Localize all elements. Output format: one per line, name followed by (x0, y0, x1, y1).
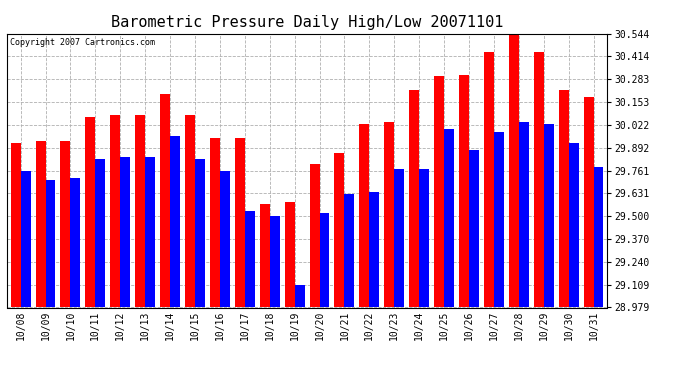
Bar (459, 75, 469, 308)
Bar (185, 115, 195, 308)
Bar (534, 52, 544, 308)
Bar (319, 213, 329, 308)
Bar (270, 216, 279, 308)
Bar (344, 194, 355, 308)
Bar (259, 204, 270, 308)
Bar (384, 122, 394, 308)
Bar (409, 90, 419, 308)
Bar (195, 159, 205, 308)
Bar (285, 202, 295, 308)
Bar (70, 178, 80, 308)
Bar (569, 143, 578, 308)
Bar (21, 171, 30, 308)
Bar (494, 132, 504, 308)
Bar (10, 143, 21, 308)
Bar (509, 31, 519, 308)
Bar (160, 94, 170, 308)
Bar (519, 122, 529, 308)
Bar (95, 159, 106, 308)
Bar (544, 124, 553, 308)
Bar (110, 115, 120, 308)
Bar (46, 180, 55, 308)
Bar (444, 129, 454, 308)
Bar (135, 115, 145, 308)
Bar (86, 117, 95, 308)
Title: Barometric Pressure Daily High/Low 20071101: Barometric Pressure Daily High/Low 20071… (111, 15, 503, 30)
Bar (145, 157, 155, 308)
Bar (484, 52, 494, 308)
Bar (235, 138, 245, 308)
Bar (335, 153, 344, 308)
Bar (369, 192, 380, 308)
Bar (220, 171, 230, 308)
Bar (359, 124, 369, 308)
Bar (61, 141, 70, 308)
Bar (559, 90, 569, 308)
Bar (170, 136, 180, 308)
Bar (584, 98, 593, 308)
Bar (394, 169, 404, 308)
Bar (419, 169, 429, 308)
Text: Copyright 2007 Cartronics.com: Copyright 2007 Cartronics.com (10, 38, 155, 47)
Bar (210, 138, 220, 308)
Bar (245, 211, 255, 308)
Bar (36, 141, 46, 308)
Bar (434, 76, 444, 308)
Bar (310, 164, 319, 308)
Bar (593, 167, 604, 308)
Bar (295, 285, 304, 308)
Bar (120, 157, 130, 308)
Bar (469, 150, 479, 308)
